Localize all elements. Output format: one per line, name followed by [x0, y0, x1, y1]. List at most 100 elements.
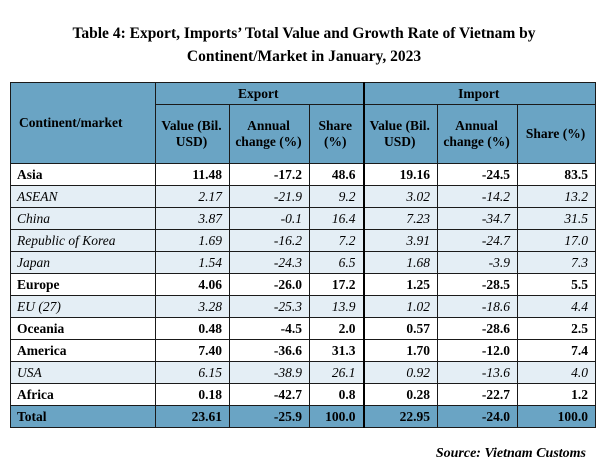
cell-ea: -42.7 — [229, 383, 310, 406]
cell-ea: -25.9 — [229, 405, 310, 428]
cell-ev: 6.15 — [155, 361, 230, 384]
col-header-export-annual: Annual change (%) — [229, 104, 310, 164]
cell-ea: -16.2 — [229, 229, 310, 252]
cell-es: 7.2 — [308, 229, 365, 252]
row-name: EU (27) — [10, 295, 156, 318]
cell-es: 100.0 — [308, 405, 365, 428]
cell-ea: -0.1 — [229, 207, 310, 230]
cell-ea: -25.3 — [229, 295, 310, 318]
cell-es: 17.2 — [308, 273, 365, 296]
col-header-import-annual: Annual change (%) — [437, 104, 519, 164]
cell-es: 6.5 — [308, 251, 365, 274]
cell-iv: 7.23 — [362, 207, 439, 230]
cell-ev: 7.40 — [155, 339, 230, 362]
cell-is: 4.0 — [517, 361, 597, 384]
source-note: Source: Vietnam Customs — [435, 446, 586, 461]
table-row: Africa 0.18 -42.7 0.8 0.28 -22.7 1.2 — [10, 383, 597, 406]
cell-ea: -36.6 — [229, 339, 310, 362]
cell-is: 2.5 — [517, 317, 597, 340]
cell-is: 7.4 — [517, 339, 597, 362]
cell-iv: 3.91 — [362, 229, 439, 252]
row-name: America — [10, 339, 156, 362]
table-row: China 3.87 -0.1 16.4 7.23 -34.7 31.5 — [10, 207, 597, 230]
title-line-1: Table 4: Export, Imports’ Total Value an… — [72, 25, 536, 42]
col-header-import-share: Share (%) — [517, 104, 597, 164]
row-name: USA — [10, 361, 156, 384]
cell-iv: 3.02 — [362, 185, 439, 208]
cell-ia: -22.7 — [437, 383, 519, 406]
table-row: EU (27) 3.28 -25.3 13.9 1.02 -18.6 4.4 — [10, 295, 597, 318]
cell-is: 17.0 — [517, 229, 597, 252]
title-line-2: Continent/Market in January, 2023 — [186, 48, 422, 65]
cell-ev: 0.18 — [155, 383, 230, 406]
cell-ia: -28.5 — [437, 273, 519, 296]
cell-es: 9.2 — [308, 185, 365, 208]
table-row: USA 6.15 -38.9 26.1 0.92 -13.6 4.0 — [10, 361, 597, 384]
cell-is: 100.0 — [517, 405, 597, 428]
col-header-export-share: Share (%) — [308, 104, 365, 164]
table-row: ASEAN 2.17 -21.9 9.2 3.02 -14.2 13.2 — [10, 185, 597, 208]
row-name: Oceania — [10, 317, 156, 340]
row-name: Japan — [10, 251, 156, 274]
cell-ev: 23.61 — [155, 405, 230, 428]
cell-is: 31.5 — [517, 207, 597, 230]
cell-ea: -24.3 — [229, 251, 310, 274]
cell-es: 16.4 — [308, 207, 365, 230]
row-name: China — [10, 207, 156, 230]
cell-iv: 22.95 — [362, 405, 439, 428]
cell-iv: 1.70 — [362, 339, 439, 362]
cell-es: 31.3 — [308, 339, 365, 362]
cell-iv: 0.57 — [362, 317, 439, 340]
cell-iv: 1.68 — [362, 251, 439, 274]
cell-is: 83.5 — [517, 163, 597, 186]
cell-ia: -14.2 — [437, 185, 519, 208]
cell-ev: 3.87 — [155, 207, 230, 230]
row-name: Asia — [10, 163, 156, 186]
trade-table: Continent/market Export Import Value (Bi… — [10, 82, 597, 428]
cell-iv: 1.25 — [362, 273, 439, 296]
table-row: America 7.40 -36.6 31.3 1.70 -12.0 7.4 — [10, 339, 597, 362]
total-row: Total 23.61 -25.9 100.0 22.95 -24.0 100.0 — [10, 405, 597, 428]
cell-ev: 2.17 — [155, 185, 230, 208]
col-header-export-value: Value (Bil. USD) — [155, 104, 230, 164]
cell-ea: -4.5 — [229, 317, 310, 340]
cell-iv: 0.28 — [362, 383, 439, 406]
cell-iv: 19.16 — [362, 163, 439, 186]
row-name: Europe — [10, 273, 156, 296]
cell-ev: 3.28 — [155, 295, 230, 318]
cell-es: 48.6 — [308, 163, 365, 186]
cell-iv: 0.92 — [362, 361, 439, 384]
cell-es: 13.9 — [308, 295, 365, 318]
cell-is: 1.2 — [517, 383, 597, 406]
table-body: Asia 11.48 -17.2 48.6 19.16 -24.5 83.5 ASEAN 2.1… — [10, 163, 597, 428]
table-row: Japan 1.54 -24.3 6.5 1.68 -3.9 7.3 — [10, 251, 597, 274]
cell-ea: -17.2 — [229, 163, 310, 186]
cell-ev: 1.54 — [155, 251, 230, 274]
row-name: Republic of Korea — [10, 229, 156, 252]
table-title: Table 4: Export, Imports’ Total Value an… — [0, 22, 608, 68]
cell-ev: 4.06 — [155, 273, 230, 296]
cell-ev: 11.48 — [155, 163, 230, 186]
cell-ia: -24.5 — [437, 163, 519, 186]
table-row: Asia 11.48 -17.2 48.6 19.16 -24.5 83.5 — [10, 163, 597, 186]
row-name: Total — [10, 405, 156, 428]
cell-ev: 0.48 — [155, 317, 230, 340]
cell-es: 2.0 — [308, 317, 365, 340]
cell-is: 4.4 — [517, 295, 597, 318]
cell-iv: 1.02 — [362, 295, 439, 318]
cell-ia: -28.6 — [437, 317, 519, 340]
col-header-import: Import — [362, 82, 597, 105]
cell-ia: -18.6 — [437, 295, 519, 318]
col-header-continent: Continent/market — [10, 82, 156, 164]
cell-es: 0.8 — [308, 383, 365, 406]
cell-ia: -13.6 — [437, 361, 519, 384]
cell-is: 7.3 — [517, 251, 597, 274]
cell-ia: -3.9 — [437, 251, 519, 274]
col-header-export: Export — [154, 82, 365, 105]
cell-ea: -38.9 — [229, 361, 310, 384]
col-header-import-value: Value (Bil. USD) — [362, 104, 439, 164]
row-name: ASEAN — [10, 185, 156, 208]
table-row: Oceania 0.48 -4.5 2.0 0.57 -28.6 2.5 — [10, 317, 597, 340]
table-row: Republic of Korea 1.69 -16.2 7.2 3.91 -24.7 17… — [10, 229, 597, 252]
cell-is: 5.5 — [517, 273, 597, 296]
